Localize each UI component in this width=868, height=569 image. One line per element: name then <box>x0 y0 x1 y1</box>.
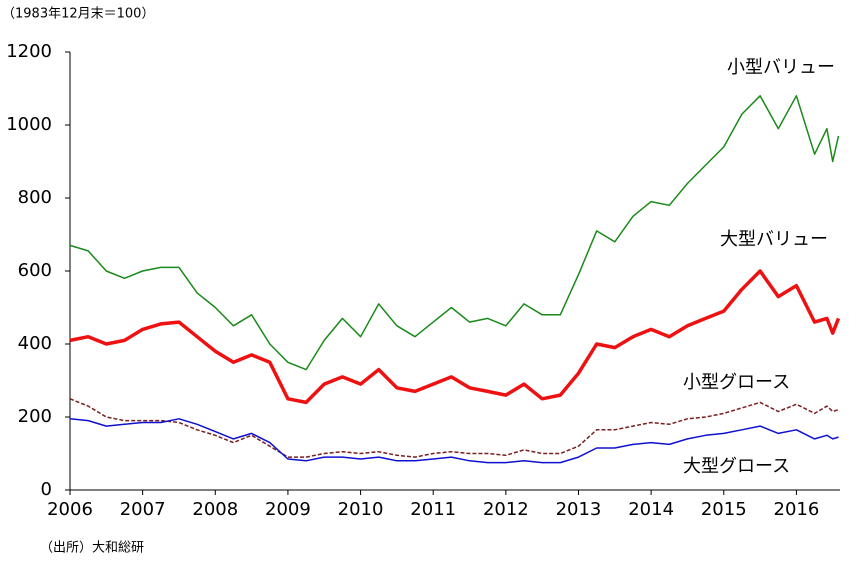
x-tick-label: 2007 <box>120 499 166 520</box>
y-tick-label: 400 <box>18 333 52 354</box>
series-line <box>69 95 840 371</box>
x-tick-label: 2012 <box>483 499 529 520</box>
series-label: 小型グロース <box>683 372 790 393</box>
y-tick-label: 800 <box>18 187 52 208</box>
y-tick-label: 600 <box>18 260 52 281</box>
y-tick-label: 0 <box>41 479 52 500</box>
source-note: （出所）大和総研 <box>40 541 144 556</box>
x-tick-label: 2013 <box>556 499 602 520</box>
x-tick-label: 2010 <box>338 499 384 520</box>
series-line <box>69 398 839 458</box>
x-tick-label: 2016 <box>774 499 820 520</box>
x-tick-label: 2014 <box>628 499 674 520</box>
chart-subtitle: （1983年12月末＝100） <box>2 7 154 22</box>
series-label: 小型バリュー <box>727 57 835 78</box>
y-tick-label: 1000 <box>6 114 52 135</box>
x-tick-label: 2011 <box>410 499 456 520</box>
series-label: 大型バリュー <box>720 229 828 250</box>
series-label: 大型グロース <box>683 456 790 477</box>
series-line <box>69 269 841 405</box>
x-tick-label: 2006 <box>47 499 93 520</box>
y-tick-label: 1200 <box>6 41 52 62</box>
x-tick-label: 2009 <box>265 499 311 520</box>
x-tick-label: 2015 <box>701 499 747 520</box>
x-tick-label: 2008 <box>192 499 238 520</box>
y-tick-label: 200 <box>18 406 52 427</box>
series-line <box>69 418 839 464</box>
